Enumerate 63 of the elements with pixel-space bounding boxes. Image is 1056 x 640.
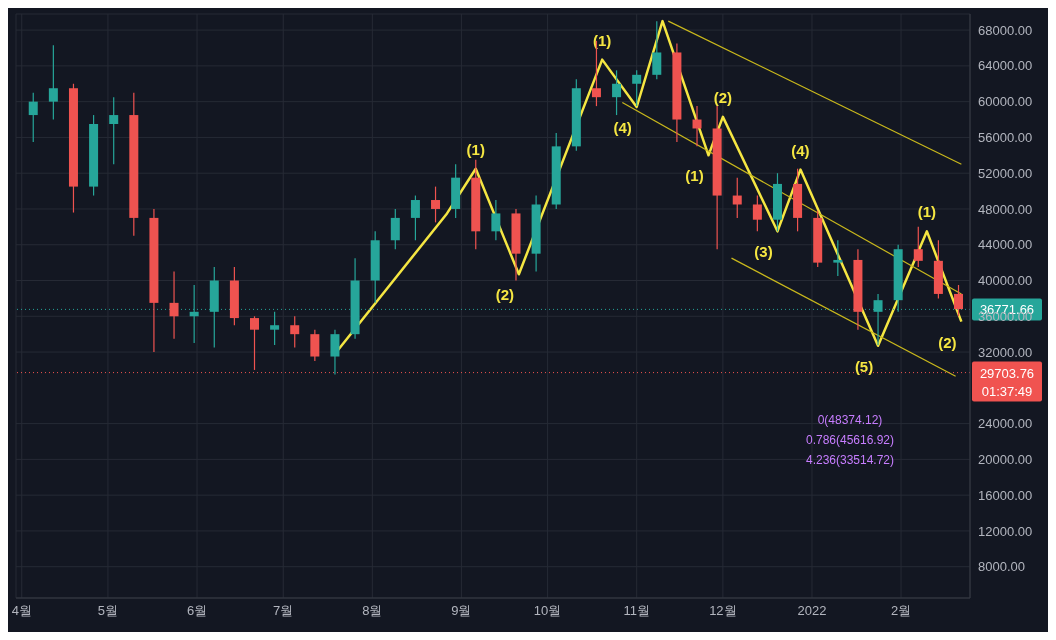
- candlestick: [431, 186, 441, 223]
- candlestick: [913, 226, 923, 268]
- x-tick-label: 2월: [890, 603, 912, 619]
- text: 01:37:49: [981, 383, 1033, 399]
- annotation: (1): [917, 203, 937, 221]
- x-tick-label: 4월: [11, 603, 32, 619]
- candlestick: [954, 284, 964, 317]
- candlestick: [752, 194, 762, 232]
- x-tick-label: 10월: [533, 603, 562, 619]
- ref-line-label: 29703.76: [979, 365, 1035, 381]
- annotation: 4.236(33514.72): [805, 453, 895, 467]
- x-tick-label: 2022: [797, 603, 827, 619]
- candlestick: [250, 315, 259, 371]
- annotation: (2): [713, 88, 733, 106]
- candlestick: [290, 315, 300, 349]
- annotation: (2): [938, 333, 957, 351]
- y-tick-label: 16000.00: [978, 487, 1033, 503]
- y-tick-label: 32000.00: [978, 344, 1033, 360]
- candlestick: [410, 194, 420, 241]
- y-tick-label: 24000.00: [978, 416, 1033, 432]
- y-tick-label: 48000.00: [978, 201, 1033, 217]
- candlestick: [833, 239, 843, 277]
- x-tick-label: 9월: [451, 603, 472, 619]
- y-tick-label: 68000.00: [978, 22, 1033, 38]
- annotation: 0(48374.12): [817, 413, 883, 427]
- candlestick: [390, 208, 400, 250]
- candlestick: [732, 177, 742, 219]
- x-tick-label: 11월: [623, 603, 650, 619]
- y-tick-label: 64000.00: [978, 58, 1033, 74]
- candlestick: [310, 329, 320, 362]
- x-tick-label: 7월: [273, 603, 294, 619]
- annotation: (4): [791, 141, 810, 159]
- y-tick-label: 40000.00: [978, 273, 1033, 289]
- x-tick-label: 6월: [186, 603, 208, 619]
- annotation: (4): [613, 119, 632, 137]
- annotation: (1): [685, 167, 704, 185]
- candlestick: [612, 69, 622, 116]
- annotation: 0.786(45616.92): [805, 433, 895, 447]
- candlestick: [48, 44, 58, 121]
- candlestick: [109, 96, 119, 165]
- annotation: (1): [466, 140, 485, 158]
- candlestick: [692, 105, 702, 147]
- candlestick: [330, 329, 340, 376]
- candlestick: [491, 199, 501, 241]
- candlestick: [28, 92, 38, 143]
- candlestick: [632, 69, 642, 107]
- annotation: (3): [754, 243, 773, 261]
- y-tick-label: 56000.00: [978, 130, 1033, 146]
- candlestick: [169, 270, 179, 340]
- y-tick-label: 20000.00: [978, 451, 1033, 467]
- candlestick: [270, 311, 280, 346]
- y-tick-label: 8000.00: [978, 559, 1025, 575]
- candlestick: [652, 20, 662, 80]
- annotation: (1): [593, 31, 612, 49]
- y-tick-label: 12000.00: [978, 523, 1033, 539]
- x-tick-label: 5월: [97, 603, 119, 619]
- y-tick-label: 60000.00: [978, 94, 1033, 110]
- annotation: (5): [854, 357, 874, 375]
- y-tick-label: 44000.00: [978, 237, 1033, 253]
- x-tick-label: 12월: [709, 603, 737, 619]
- y-tick-label: 52000.00: [978, 165, 1033, 181]
- annotation: (2): [495, 286, 515, 304]
- x-tick-label: 8월: [362, 603, 383, 619]
